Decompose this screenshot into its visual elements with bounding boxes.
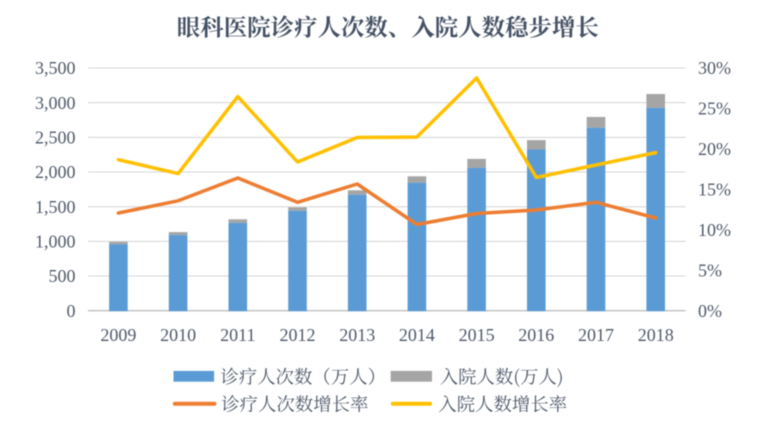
svg-text:10%: 10%	[698, 220, 731, 240]
svg-text:2010: 2010	[160, 325, 196, 345]
svg-text:2014: 2014	[399, 325, 435, 345]
svg-text:2,500: 2,500	[35, 128, 76, 148]
svg-text:2,000: 2,000	[35, 162, 76, 182]
svg-text:2011: 2011	[220, 325, 255, 345]
svg-text:1,500: 1,500	[35, 197, 76, 217]
svg-text:25%: 25%	[698, 99, 731, 119]
svg-text:2009: 2009	[100, 325, 136, 345]
svg-text:0%: 0%	[698, 301, 722, 321]
svg-text:0: 0	[67, 301, 76, 321]
svg-text:2012: 2012	[280, 325, 316, 345]
svg-text:2018: 2018	[638, 325, 674, 345]
svg-text:3,000: 3,000	[35, 93, 76, 113]
svg-text:3,500: 3,500	[35, 58, 76, 78]
svg-text:1,000: 1,000	[35, 232, 76, 252]
svg-text:500: 500	[49, 266, 76, 286]
svg-text:2017: 2017	[578, 325, 614, 345]
svg-text:2015: 2015	[459, 325, 495, 345]
svg-text:2016: 2016	[518, 325, 554, 345]
svg-text:20%: 20%	[698, 139, 731, 159]
svg-text:15%: 15%	[698, 180, 731, 200]
svg-text:2013: 2013	[339, 325, 375, 345]
svg-text:5%: 5%	[698, 260, 722, 280]
svg-text:30%: 30%	[698, 58, 731, 78]
